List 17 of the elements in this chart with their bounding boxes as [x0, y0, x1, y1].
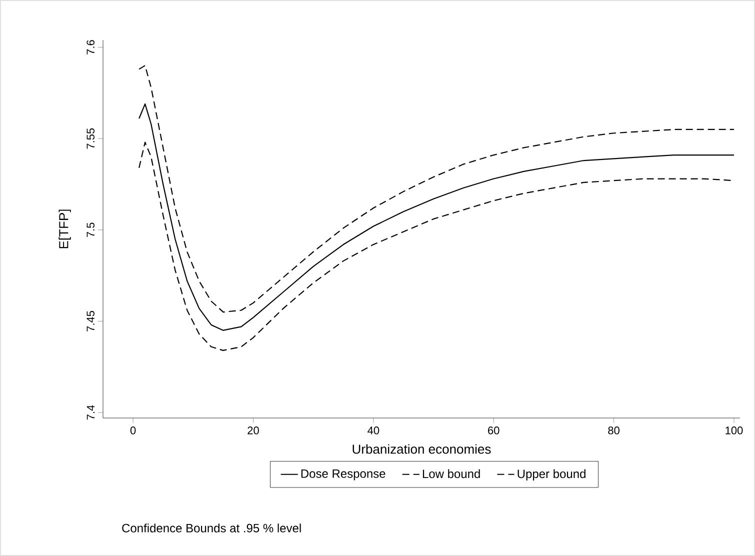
- x-tick-label: 0: [130, 426, 136, 434]
- y-tick-label: 7.4: [86, 405, 94, 420]
- y-tick-label: 7.6: [86, 40, 94, 54]
- y-tick-label: 7.45: [86, 310, 94, 332]
- x-tick-label: 80: [608, 426, 620, 434]
- x-tick-label: 60: [488, 426, 500, 434]
- x-tick-label: 40: [368, 426, 380, 434]
- legend-label: Upper bound: [518, 469, 586, 480]
- y-tick-label: 7.5: [86, 222, 94, 237]
- text: Confidence Bounds at .95 % level: [122, 524, 301, 532]
- y-axis-title: E[TFP]: [58, 210, 71, 248]
- x-tick-label: 100: [726, 426, 743, 434]
- y-tick-label: 7.55: [86, 128, 94, 149]
- x-tick-label: 20: [248, 426, 259, 434]
- legend-label: Low bound: [422, 469, 480, 478]
- legend-label: Dose Response: [301, 470, 386, 480]
- x-axis-title: Urbanization economies: [352, 444, 491, 454]
